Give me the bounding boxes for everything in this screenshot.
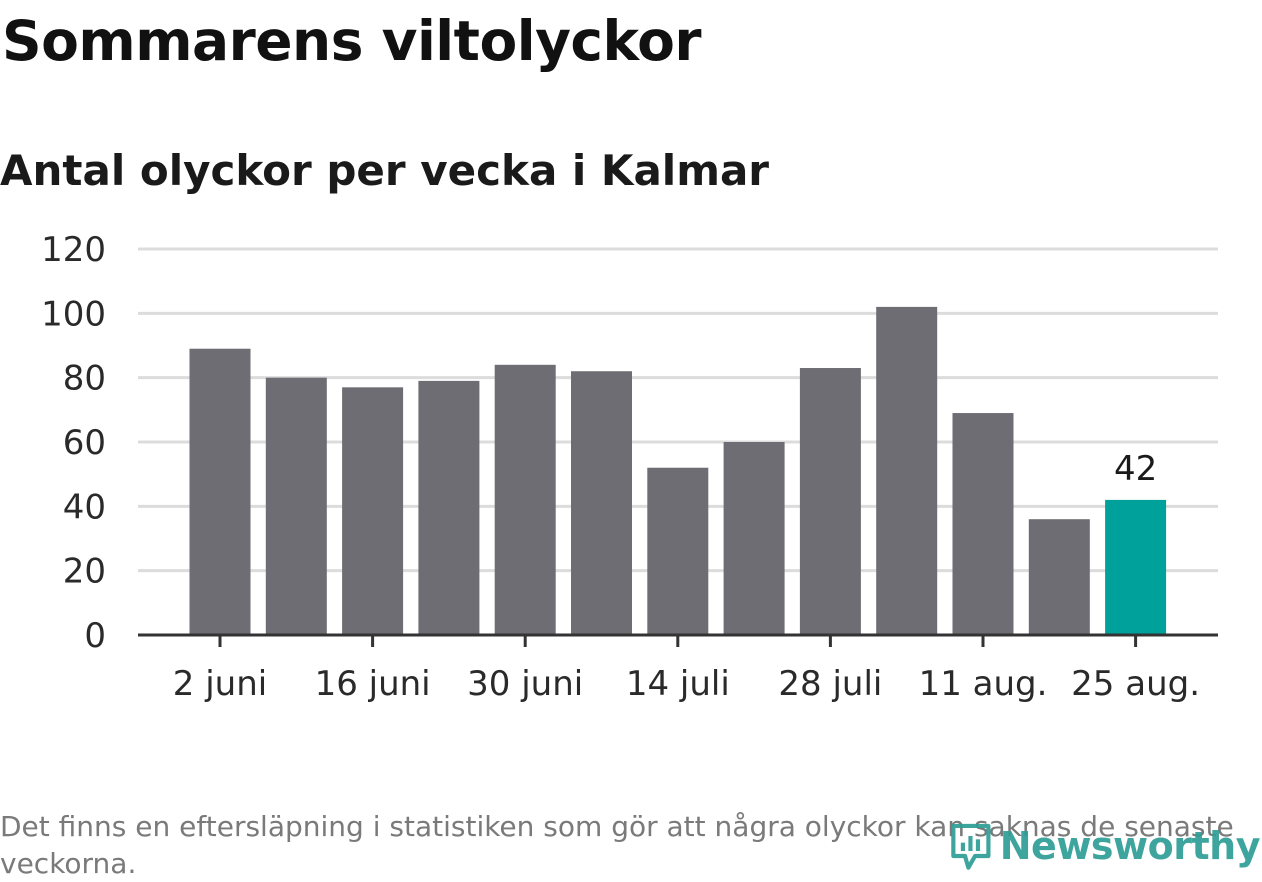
y-tick-label: 20 — [63, 552, 106, 592]
bars — [189, 306, 1167, 635]
y-tick-label: 120 — [41, 230, 106, 270]
bar-18-aug- — [1028, 519, 1090, 635]
bar-28-juli — [799, 368, 861, 635]
bar-chart: 0 20 40 60 80 100 120 2 juni 16 juni 30 juni 14 j… — [41, 230, 1218, 704]
y-tick-label: 80 — [63, 359, 106, 399]
x-tick-label: 30 juni — [467, 664, 583, 704]
brand-name: Newsworthy — [999, 824, 1261, 868]
newsworthy-logo: Newsworthy — [950, 816, 1261, 876]
bar-23-juni — [418, 380, 480, 635]
bar-chart-pin-icon — [951, 823, 991, 870]
y-tick-label: 0 — [84, 616, 106, 656]
y-axis-tick-labels: 0 20 40 60 80 100 120 — [41, 230, 106, 656]
x-axis — [138, 633, 1218, 647]
y-tick-label: 40 — [63, 487, 106, 527]
x-axis-tick-labels: 2 juni 16 juni 30 juni 14 juli 28 juli 11 aug… — [173, 664, 1200, 704]
bar-2-juni — [189, 348, 251, 635]
x-tick-label: 2 juni — [173, 664, 267, 704]
bar-16-juni — [342, 387, 404, 635]
data-labels: 42 — [1114, 449, 1157, 489]
x-tick-label: 16 juni — [315, 664, 431, 704]
bar-7-juli — [571, 371, 632, 635]
footnote: Det finns en eftersläpning i statistiken… — [0, 810, 1234, 880]
chart-title: Sommarens viltolyckor — [2, 9, 702, 73]
bar-4-aug- — [876, 306, 938, 635]
y-tick-label: 100 — [41, 294, 106, 334]
x-tick-label: 14 juli — [626, 664, 730, 704]
x-tick-label: 28 juli — [778, 664, 882, 704]
bar-30-juni — [494, 364, 556, 635]
data-label: 42 — [1114, 449, 1157, 489]
x-tick-label: 11 aug. — [919, 664, 1048, 704]
bar-9-juni — [265, 377, 327, 635]
bar-21-juli — [723, 442, 785, 635]
x-tick-label: 25 aug. — [1071, 664, 1200, 704]
y-tick-label: 60 — [63, 423, 106, 463]
bar-25-aug- — [1105, 499, 1167, 635]
bar-11-aug- — [952, 413, 1014, 635]
chart-subtitle: Antal olyckor per vecka i Kalmar — [0, 146, 770, 195]
bar-14-juli — [647, 467, 709, 635]
